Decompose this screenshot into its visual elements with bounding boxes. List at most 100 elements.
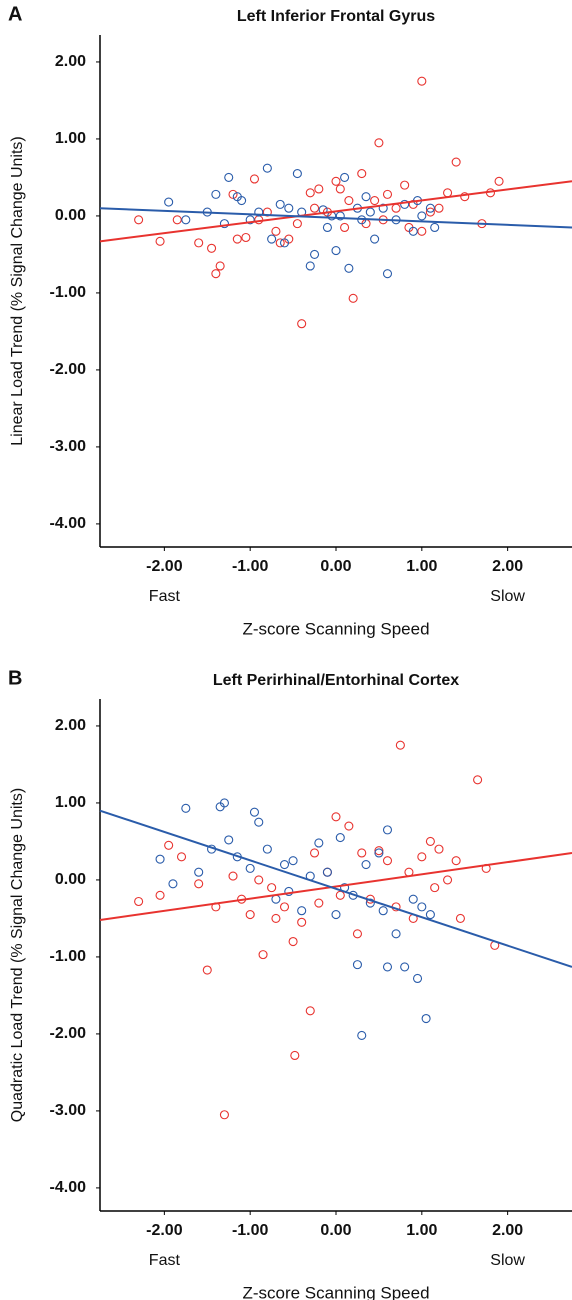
x-tick-label: -1.00 xyxy=(232,558,269,575)
panel-label: A xyxy=(8,3,22,25)
x-tick-label: 2.00 xyxy=(492,558,523,575)
y-tick-label: 2.00 xyxy=(55,53,86,70)
y-tick-label: -3.00 xyxy=(50,438,87,455)
scatter-point xyxy=(348,293,358,303)
scatter-point xyxy=(309,249,320,259)
y-tick-label: -4.00 xyxy=(50,1179,87,1196)
y-tick-label: -2.00 xyxy=(50,361,87,378)
scatter-point xyxy=(382,856,393,866)
scatter-point xyxy=(370,234,380,244)
y-tick-label: -3.00 xyxy=(50,1102,87,1119)
y-axis-label: Linear Load Trend (% Signal Change Units… xyxy=(9,136,26,446)
y-tick-label: -4.00 xyxy=(50,515,87,532)
scatter-point xyxy=(374,846,384,856)
scatter-point xyxy=(275,238,285,248)
scatter-point xyxy=(335,890,345,900)
scatter-point xyxy=(322,867,332,877)
scatter-point xyxy=(340,222,350,233)
scatter-point xyxy=(434,844,444,854)
fit-line xyxy=(99,207,572,229)
scatter-point xyxy=(284,203,294,213)
scatter-point xyxy=(219,798,229,808)
scatter-point xyxy=(344,195,354,206)
scatter-point xyxy=(219,219,229,229)
scatter-point xyxy=(344,263,354,273)
x-tick-label: 1.00 xyxy=(406,1222,437,1239)
scatter-point xyxy=(168,879,178,889)
scatter-point xyxy=(297,319,307,329)
scatter-point xyxy=(155,854,165,864)
scatter-point xyxy=(408,894,418,904)
scatter-point xyxy=(425,203,435,213)
scatter-point xyxy=(340,172,350,182)
scatter-point xyxy=(357,848,367,858)
scatter-point xyxy=(172,215,182,225)
scatter-point xyxy=(331,246,341,256)
scatter-point xyxy=(297,917,307,927)
scatter-point xyxy=(417,226,427,236)
scatter-point xyxy=(400,962,410,972)
scatter-point xyxy=(271,913,281,923)
fit-line xyxy=(99,809,572,968)
scatter-point xyxy=(305,261,315,271)
scatter-point xyxy=(271,226,281,236)
scatter-point xyxy=(361,859,371,870)
scatter-point xyxy=(395,740,405,750)
scatter-point xyxy=(352,960,363,970)
x-tick-label: -2.00 xyxy=(146,1222,183,1239)
scatter-point xyxy=(155,890,165,900)
scatter-point xyxy=(357,169,367,179)
scatter-point xyxy=(288,936,298,947)
scatter-point xyxy=(181,215,191,225)
scatter-point xyxy=(292,219,302,229)
x-axis-label: Z-score Scanning Speed xyxy=(242,1283,429,1300)
y-tick-label: 2.00 xyxy=(55,717,86,734)
scatter-point xyxy=(335,184,345,194)
scatter-point xyxy=(391,203,401,213)
y-tick-label: -2.00 xyxy=(50,1025,87,1042)
scatter-point xyxy=(417,902,427,912)
scatter-point xyxy=(417,211,427,221)
scatter-point xyxy=(382,962,393,972)
scatter-point xyxy=(382,189,393,199)
scatter-point xyxy=(455,913,465,923)
scatter-point xyxy=(400,199,410,209)
scatter-point xyxy=(237,195,247,206)
scatter-point xyxy=(365,898,375,908)
scatter-point xyxy=(258,950,268,960)
x-tick-label: 0.00 xyxy=(320,1222,351,1239)
y-tick-label: 1.00 xyxy=(55,130,86,147)
scatter-point xyxy=(382,269,393,279)
panel-label: B xyxy=(8,667,22,689)
scatter-point xyxy=(194,867,204,877)
scatter-point xyxy=(434,203,444,213)
scatter-point xyxy=(430,883,440,893)
scatter-point xyxy=(331,812,341,822)
scatter-point xyxy=(314,898,324,908)
scatter-point xyxy=(279,859,290,870)
scatter-point xyxy=(331,910,341,920)
scatter-point xyxy=(335,211,345,221)
scatter-point xyxy=(241,232,251,243)
scatter-point xyxy=(215,261,225,271)
scatter-point xyxy=(370,195,380,206)
scatter-point xyxy=(245,215,255,225)
scatter-point xyxy=(314,184,324,194)
scatter-point xyxy=(335,833,345,843)
scatter-point xyxy=(211,269,221,279)
scatter-point xyxy=(245,910,255,920)
chart-title: Left Inferior Frontal Gyrus xyxy=(237,8,435,25)
scatter-point xyxy=(412,973,423,984)
scatter-point xyxy=(194,879,204,889)
scatter-point xyxy=(288,856,298,866)
scatter-point xyxy=(378,203,388,213)
scatter-point xyxy=(443,188,453,198)
scatter-point xyxy=(232,234,242,244)
x-tick-label: 0.00 xyxy=(320,558,351,575)
scatter-point xyxy=(331,176,341,186)
scatter-point xyxy=(279,902,290,912)
scatter-point xyxy=(262,163,272,173)
scatter-point xyxy=(176,852,187,862)
chart-title: Left Perirhinal/Entorhinal Cortex xyxy=(213,672,459,689)
scatter-point xyxy=(284,886,294,897)
